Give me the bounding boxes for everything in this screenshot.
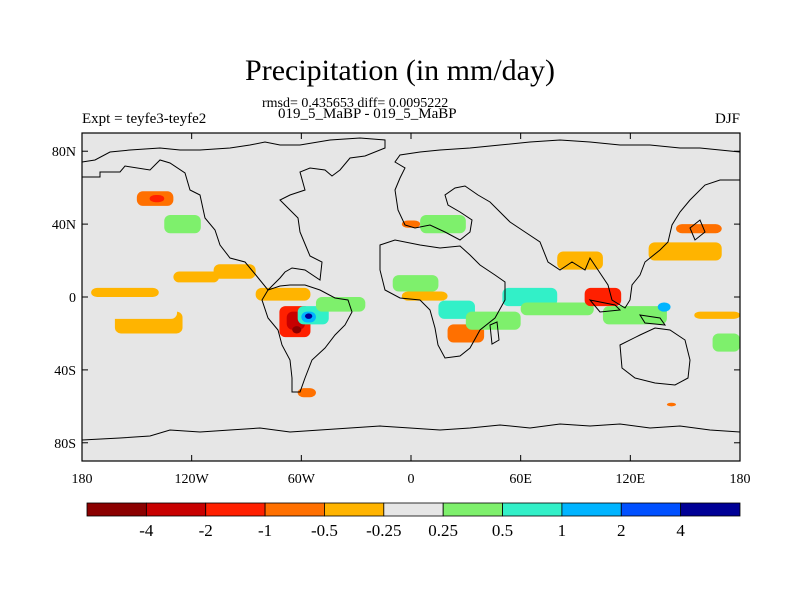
y-tick-label-3: 40S (54, 364, 76, 379)
anomaly-region-31 (648, 242, 722, 261)
colorbar-label-1: -2 (199, 521, 213, 540)
y-tick-label-1: 40N (52, 218, 76, 233)
colorbar-bin-5 (383, 502, 444, 517)
chart-title: Precipitation (in mm/day) (245, 54, 555, 87)
anomaly-region-3 (85, 304, 178, 319)
colorbar-label-9: 4 (676, 521, 685, 540)
colorbar-label-4: -0.25 (366, 521, 401, 540)
anomaly-region-17 (297, 388, 316, 398)
anomaly-region-8 (213, 264, 256, 279)
colorbar-bin-0 (86, 502, 147, 517)
x-tick-label-4: 60E (509, 472, 532, 487)
anomaly-region-23 (420, 215, 466, 234)
anomaly-region-35 (712, 333, 740, 352)
anomaly-region-29 (602, 306, 667, 325)
anomaly-region-36 (323, 202, 348, 210)
colorbar-bin-7 (502, 502, 563, 517)
colorbar-bin-1 (145, 502, 207, 517)
colorbar-label-6: 0.5 (492, 521, 513, 540)
rmsd-stats: rmsd= 0.435653 diff= 0.0095222 (262, 96, 449, 111)
experiment-label: Expt = teyfe3-teyfe2 (82, 111, 207, 127)
anomaly-region-6 (149, 194, 165, 203)
colorbar-bin-3 (264, 502, 325, 517)
anomaly-region-0 (91, 287, 159, 297)
anomaly-region-9 (255, 287, 311, 301)
coastlines (82, 137, 740, 441)
y-tick-label-4: 80S (54, 437, 76, 452)
colorbar-label-7: 1 (558, 521, 567, 540)
colorbar-label-2: -1 (258, 521, 272, 540)
anomaly-regions (85, 191, 740, 407)
anomaly-region-27 (557, 251, 603, 270)
anomaly-region-1 (173, 271, 220, 283)
x-tick-label-0: 180 (72, 472, 93, 487)
anomaly-region-15 (292, 326, 302, 334)
colorbar: -4 -2 -1 -0.5 -0.25 0.25 0.5 1 2 4 (86, 502, 741, 540)
anomaly-region-28 (584, 287, 622, 307)
x-tick-label-3: 0 (408, 472, 415, 487)
anomaly-region-4 (127, 233, 178, 254)
colorbar-bin-8 (561, 502, 622, 517)
colorbar-label-3: -0.5 (311, 521, 338, 540)
colorbar-label-8: 2 (617, 521, 626, 540)
colorbar-label-0: -4 (139, 521, 154, 540)
anomaly-region-7 (164, 215, 201, 234)
x-tick-label-2: 60W (288, 472, 316, 487)
anomaly-region-30 (639, 324, 704, 343)
colorbar-bin-10 (680, 502, 741, 517)
x-tick-label-5: 120E (616, 472, 646, 487)
anomaly-region-20 (438, 300, 475, 319)
map-axes: 180 120W 60W 0 60E 120E 180 80N 40N 0 40S 80S (52, 133, 751, 487)
anomaly-region-14 (304, 313, 313, 319)
colorbar-label-5: 0.25 (428, 521, 458, 540)
colorbar-bin-4 (324, 502, 385, 517)
anomaly-region-32 (676, 224, 722, 234)
x-tick-label-6: 180 (730, 472, 751, 487)
anomaly-region-25 (502, 287, 558, 307)
anomaly-region-22 (465, 311, 521, 330)
anomaly-region-18 (392, 275, 439, 292)
anomaly-region-33 (657, 302, 671, 312)
anomaly-region-34 (694, 311, 740, 319)
case-label: 019_5_MaBP - 019_5_MaBP (278, 106, 457, 122)
anomaly-region-16 (315, 297, 366, 312)
colorbar-bin-9 (620, 502, 682, 517)
colorbar-bin-2 (205, 502, 266, 517)
anomaly-region-26 (520, 302, 594, 316)
y-tick-label-2: 0 (69, 291, 76, 306)
colorbar-bin-6 (442, 502, 503, 517)
anomaly-region-19 (401, 291, 448, 301)
anomaly-region-37 (666, 402, 677, 407)
season-label: DJF (714, 111, 740, 127)
x-tick-label-1: 120W (175, 472, 210, 487)
y-tick-label-0: 80N (52, 145, 76, 160)
